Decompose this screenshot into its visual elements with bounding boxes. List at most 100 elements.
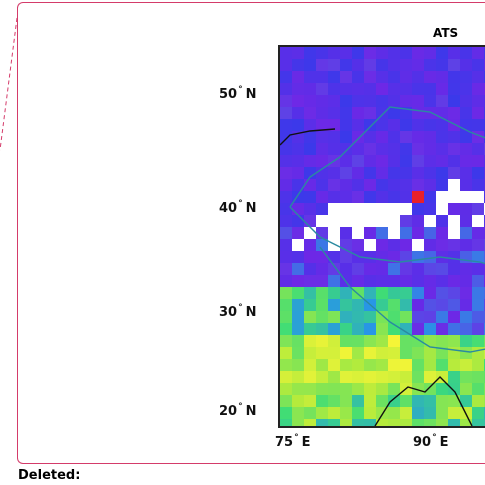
grid-cell [460, 59, 472, 71]
degree-symbol: ° [238, 402, 243, 412]
grid-cell [436, 311, 448, 323]
grid-cell [448, 143, 460, 155]
grid-cell [412, 83, 424, 95]
grid-cell [316, 335, 328, 347]
grid-cell [388, 299, 400, 311]
grid-cell [388, 71, 400, 83]
grid-cell [448, 71, 460, 83]
grid-cell [400, 287, 412, 299]
grid-cell [436, 143, 448, 155]
grid-cell [412, 287, 424, 299]
grid-cell [316, 95, 328, 107]
grid-cell [436, 47, 448, 59]
grid-cell [364, 335, 376, 347]
grid-cell [364, 167, 376, 179]
grid-cell [448, 383, 460, 395]
grid-cell [280, 359, 292, 371]
lat-hemisphere: N [246, 87, 257, 102]
grid-cell [328, 347, 340, 359]
missing-cell [376, 215, 388, 227]
grid-cell [316, 71, 328, 83]
grid-cell [328, 383, 340, 395]
grid-cell [280, 323, 292, 335]
grid-cell [424, 275, 436, 287]
grid-cell [292, 251, 304, 263]
grid-cell [352, 155, 364, 167]
grid-cell [460, 335, 472, 347]
grid-cell [280, 83, 292, 95]
grid-cell [460, 287, 472, 299]
grid-cell [412, 155, 424, 167]
grid-cell [304, 239, 316, 251]
grid-cell [472, 347, 484, 359]
grid-cell [316, 347, 328, 359]
grid-cell [280, 287, 292, 299]
grid-cell [376, 47, 388, 59]
grid-cell [304, 143, 316, 155]
grid-cell [424, 323, 436, 335]
grid-cell [448, 47, 460, 59]
grid-cell [388, 263, 400, 275]
grid-cell [364, 383, 376, 395]
grid-cell [304, 323, 316, 335]
grid-cell [400, 335, 412, 347]
grid-cell [424, 71, 436, 83]
grid-cell [388, 335, 400, 347]
grid-cell [460, 95, 472, 107]
grid-cell [340, 131, 352, 143]
grid-cell [340, 239, 352, 251]
grid-cell [316, 203, 328, 215]
grid-cell [424, 407, 436, 419]
grid-cell [328, 323, 340, 335]
grid-cell [448, 419, 460, 426]
grid-cell [424, 167, 436, 179]
grid-cell [400, 179, 412, 191]
grid-cell [364, 227, 376, 239]
grid-cell [316, 131, 328, 143]
grid-cell [472, 83, 484, 95]
grid-cell [424, 59, 436, 71]
grid-cell [424, 347, 436, 359]
grid-cell [472, 407, 484, 419]
grid-cell [340, 155, 352, 167]
missing-cell [340, 215, 352, 227]
lat-value: 50 [219, 87, 237, 102]
grid-cell [376, 347, 388, 359]
grid-cell [328, 287, 340, 299]
grid-cell [304, 95, 316, 107]
grid-cell [448, 95, 460, 107]
grid-cell [280, 155, 292, 167]
grid-cell [472, 227, 484, 239]
grid-cell [304, 347, 316, 359]
grid-cell [364, 191, 376, 203]
grid-cell [292, 119, 304, 131]
grid-cell [376, 311, 388, 323]
grid-cell [352, 299, 364, 311]
grid-cell [388, 371, 400, 383]
grid-cell [304, 287, 316, 299]
lon-hemisphere: E [440, 435, 449, 450]
missing-cell [352, 215, 364, 227]
grid-cell [292, 371, 304, 383]
grid-cell [376, 227, 388, 239]
grid-cell [460, 47, 472, 59]
grid-cell [376, 251, 388, 263]
map-plot-area [278, 45, 485, 428]
grid-cell [460, 383, 472, 395]
grid-cell [388, 155, 400, 167]
degree-symbol: ° [432, 433, 437, 443]
grid-cell [388, 167, 400, 179]
grid-cell [280, 371, 292, 383]
grid-cell [448, 59, 460, 71]
grid-cell [436, 263, 448, 275]
grid-cell [364, 395, 376, 407]
grid-cell [352, 83, 364, 95]
grid-cell [316, 107, 328, 119]
grid-cell [280, 407, 292, 419]
grid-cell [328, 71, 340, 83]
grid-cell [424, 191, 436, 203]
grid-cell [448, 251, 460, 263]
missing-cell [352, 227, 364, 239]
grid-cell [412, 311, 424, 323]
grid-cell [424, 83, 436, 95]
